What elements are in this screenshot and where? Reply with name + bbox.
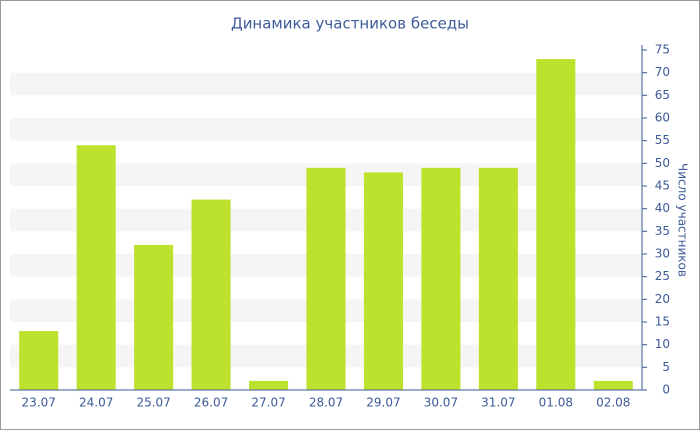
x-tick-label: 23.07 (22, 396, 56, 410)
bar (363, 172, 403, 390)
y-tick-label: 0 (662, 383, 670, 397)
y-tick-label: 55 (655, 133, 670, 147)
y-tick-label: 20 (655, 292, 670, 306)
x-tick-label: 27.07 (251, 396, 285, 410)
x-tick-label: 29.07 (366, 396, 400, 410)
y-tick-label: 30 (655, 247, 670, 261)
x-tick-label: 30.07 (424, 396, 458, 410)
bar (536, 59, 576, 391)
y-tick-label: 45 (655, 179, 670, 193)
chart-title: Динамика участников беседы (231, 15, 469, 33)
bar (478, 167, 518, 390)
y-tick-label: 65 (655, 88, 670, 102)
bar (191, 199, 231, 390)
bar (421, 167, 461, 390)
grid-band (10, 72, 642, 96)
x-tick-label: 01.08 (539, 396, 573, 410)
y-tick-label: 75 (655, 43, 670, 57)
y-tick-label: 10 (655, 337, 670, 351)
bar (19, 331, 59, 390)
grid-band (10, 118, 642, 141)
x-tick-label: 02.08 (596, 396, 630, 410)
y-tick-label: 5 (662, 360, 670, 374)
bar (249, 380, 289, 390)
y-tick-label: 60 (655, 111, 670, 125)
x-tick-label: 25.07 (136, 396, 170, 410)
y-tick-label: 40 (655, 201, 670, 215)
x-tick-label: 31.07 (481, 396, 515, 410)
bar (76, 145, 116, 390)
y-tick-label: 70 (655, 65, 670, 79)
y-tick-label: 50 (655, 156, 670, 170)
y-tick-label: 25 (655, 269, 670, 283)
y-tick-label: 35 (655, 224, 670, 238)
bar (134, 244, 174, 390)
bar (593, 380, 633, 390)
x-tick-label: 28.07 (309, 396, 343, 410)
bar (306, 167, 346, 390)
y-axis-label: Число участников (676, 163, 690, 277)
x-tick-label: 26.07 (194, 396, 228, 410)
x-tick-label: 24.07 (79, 396, 113, 410)
y-tick-label: 15 (655, 315, 670, 329)
